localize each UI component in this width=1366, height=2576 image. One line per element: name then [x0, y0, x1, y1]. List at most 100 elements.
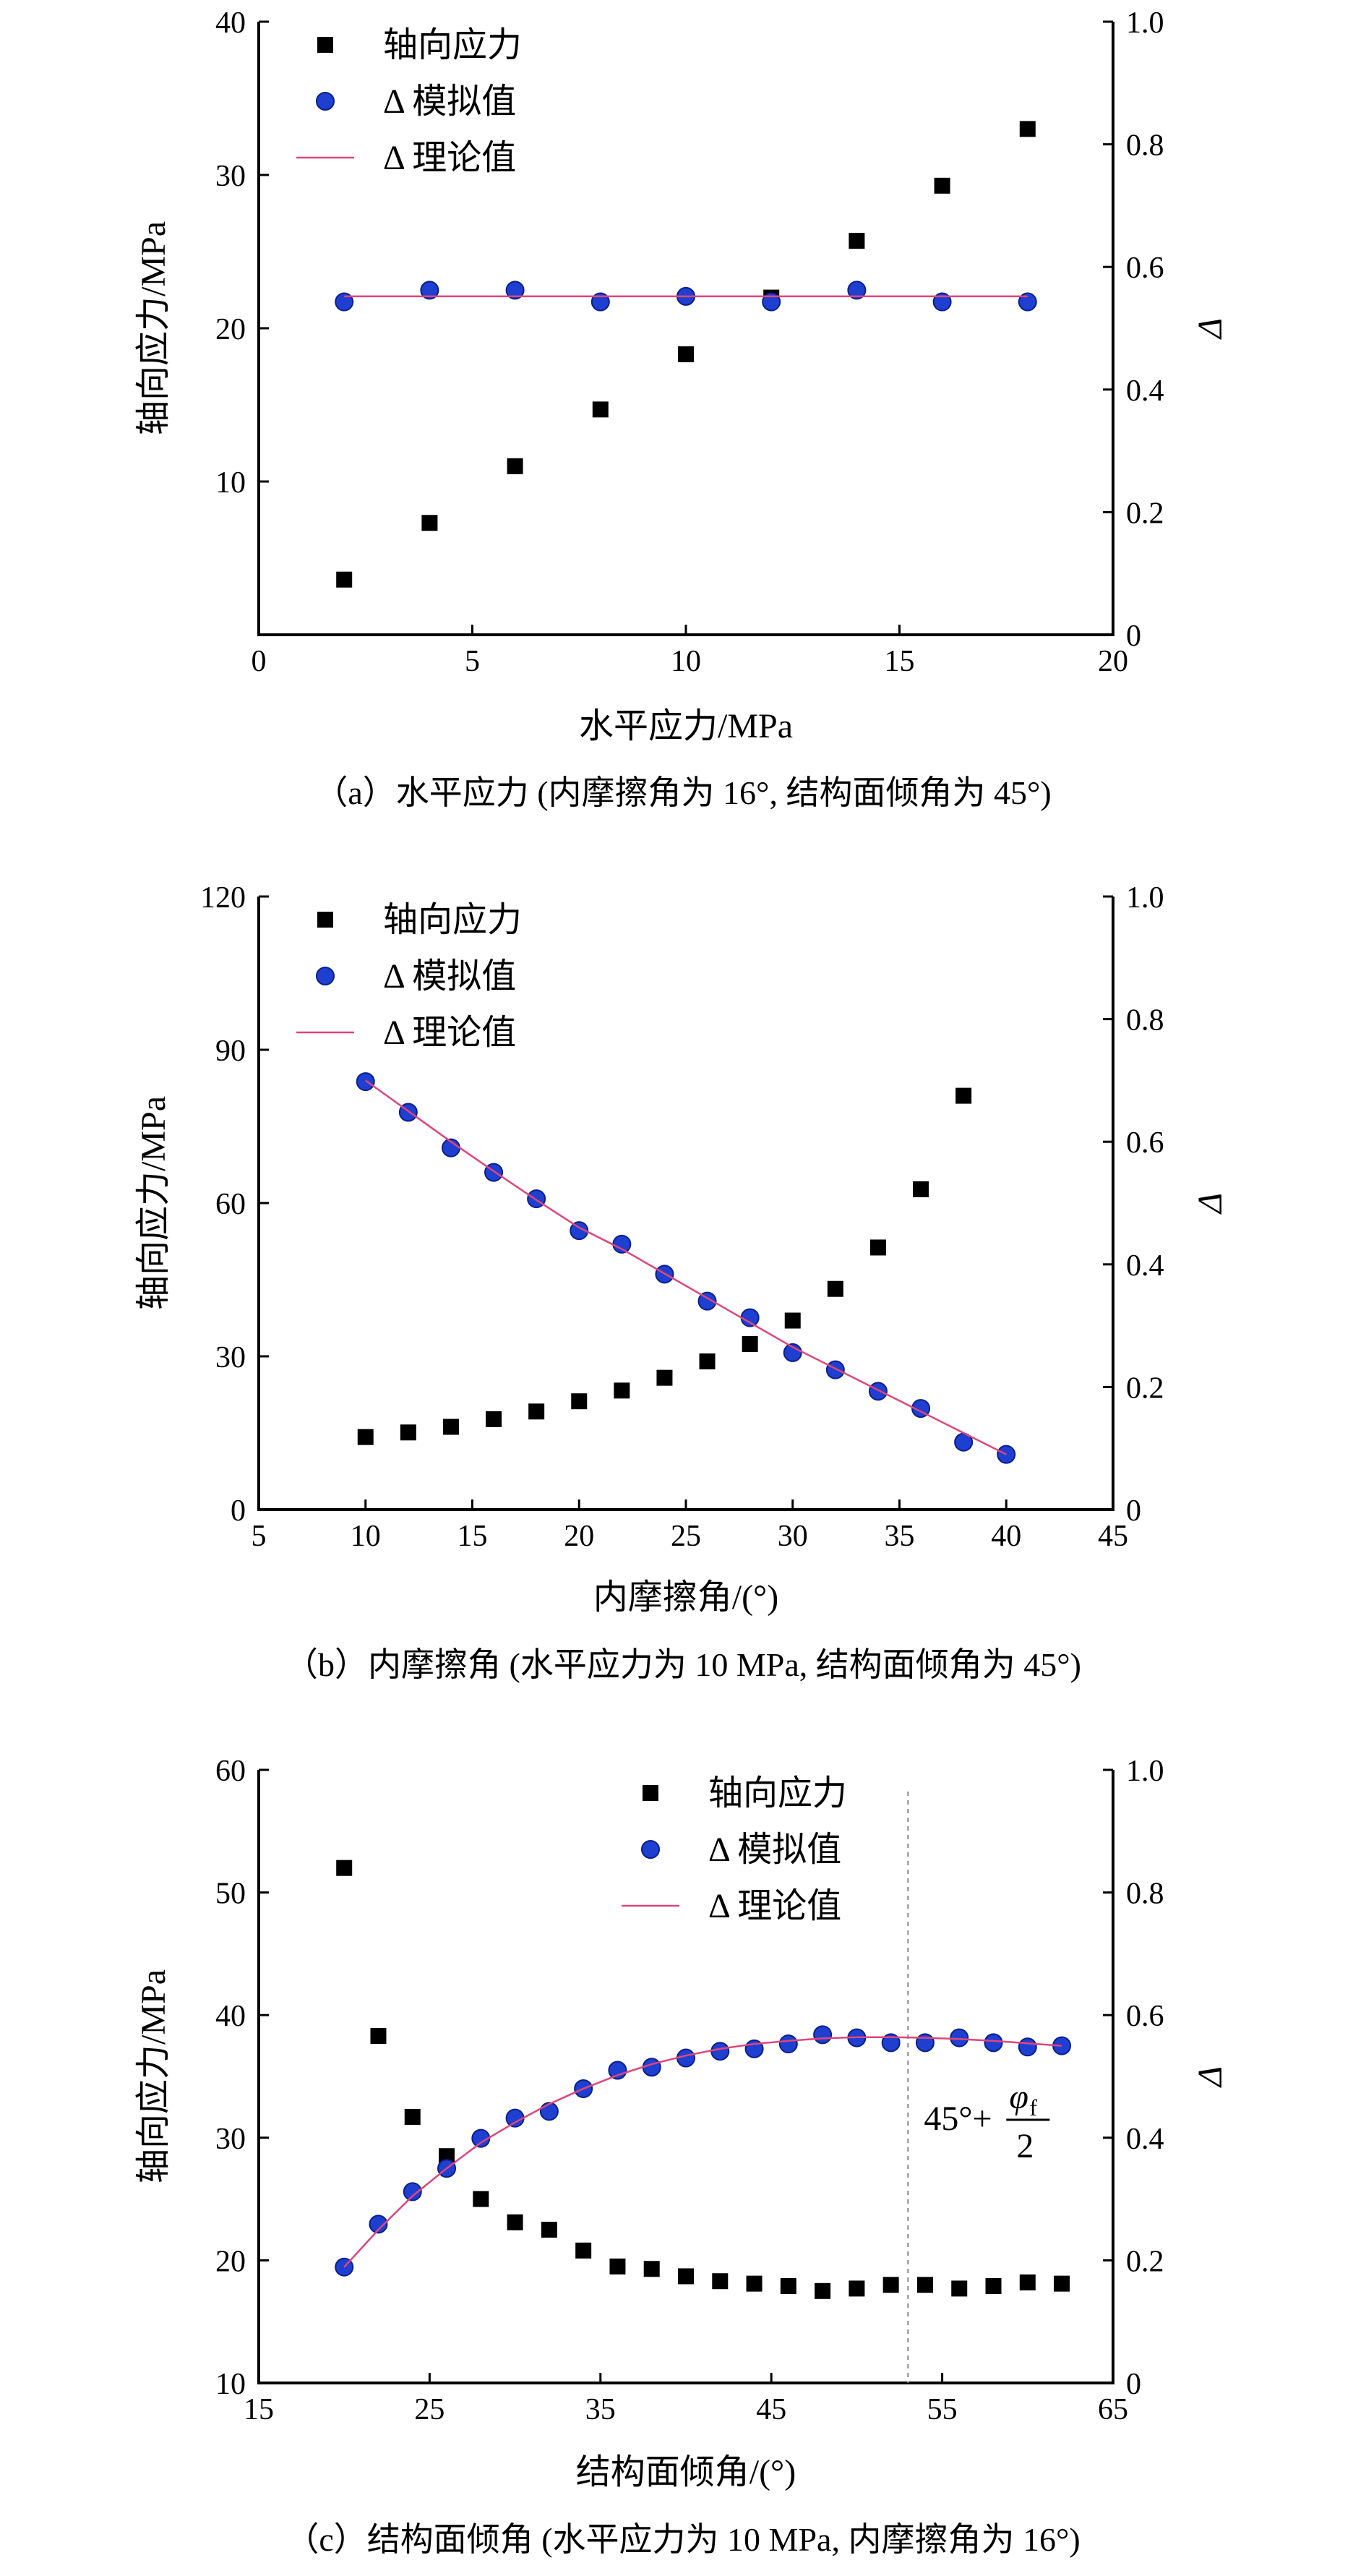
y-left-tick-label: 10: [215, 466, 246, 500]
legend-label: Δ 理论值: [383, 1014, 516, 1052]
data-point-circle: [697, 1291, 717, 1311]
data-point-square: [643, 2261, 660, 2277]
y-right-tick-label: 1.0: [1126, 7, 1164, 40]
legend-swatch-square: [317, 912, 333, 928]
data-point-square: [869, 1239, 886, 1256]
data-point-circle: [762, 292, 781, 312]
x-tick-label: 25: [671, 1520, 701, 1553]
chart-panel-2: 5 10 15 20 25 30 35 40 45030609012000.20.40.60.8…: [134, 881, 1229, 1683]
data-point-square: [742, 1336, 758, 1353]
data-point-square: [746, 2275, 763, 2292]
data-point-square: [678, 2268, 694, 2285]
data-point-circle: [403, 2182, 422, 2201]
y-right-axis-label: Δ: [1191, 2066, 1229, 2088]
data-point-circle: [984, 2033, 1003, 2053]
y-right-tick-label: 0.2: [1126, 497, 1164, 530]
series-line: [365, 1079, 1007, 1455]
legend-swatch-circle: [316, 92, 335, 111]
x-tick-label: 35: [885, 1520, 915, 1553]
y-left-tick-label: 30: [215, 1341, 246, 1374]
chart-panel-3: 15 25 35 45 55 65 10 20 30 40 50 60 0 0.2 0.4 0.6 0.8 1.0…: [134, 1755, 1229, 2558]
y-right-axis-label: Δ: [1191, 1193, 1229, 1215]
x-axis-label: 内摩擦角/(°): [593, 1578, 779, 1617]
data-point-circle: [1018, 2037, 1037, 2057]
data-point-circle: [778, 2034, 798, 2054]
x-tick-label: 15: [885, 645, 915, 678]
data-point-circle: [1018, 292, 1037, 312]
x-tick-label: 5: [252, 1520, 267, 1553]
data-point-square: [541, 2222, 557, 2238]
x-tick-label: 20: [1098, 645, 1128, 678]
chart-panel-1: 0 5 10 15 20 10 20 30 40 0 0.2 0.4 0.6 0.8 1.0 水平应力/MPa…: [134, 7, 1229, 811]
x-tick-label: 15: [458, 1520, 488, 1553]
legend: 轴向应力 Δ 模拟值 Δ 理论值: [296, 26, 522, 177]
data-point-square: [507, 2214, 523, 2230]
data-point-square: [507, 458, 523, 474]
annotation-denominator: 2: [1016, 2127, 1034, 2165]
series-circle: [356, 1072, 1016, 1464]
y-left-tick-label: 20: [215, 313, 246, 346]
figure-caption: （a）水平应力 (内摩擦角为 16°, 结构面倾角为 45°): [314, 774, 1051, 811]
annotation-subscript: f: [1029, 2094, 1037, 2121]
y-left-axis-label: 轴向应力/MPa: [134, 1096, 173, 1310]
legend-label: 轴向应力: [383, 26, 522, 64]
data-point-circle: [356, 1072, 375, 1092]
data-point-square: [336, 1860, 353, 1876]
theory-line: [343, 2036, 1062, 2268]
x-tick-label: 45: [1098, 1520, 1128, 1553]
data-point-square: [404, 2108, 421, 2125]
y-left-axis-label: 轴向应力/MPa: [134, 1969, 173, 2183]
series-square: [336, 121, 1036, 588]
legend: 轴向应力 Δ 模拟值 Δ 理论值: [622, 1774, 847, 1925]
data-point-circle: [740, 1308, 760, 1327]
theory-line: [365, 1079, 1007, 1455]
data-point-circle: [868, 1382, 888, 1401]
data-point-square: [827, 1280, 843, 1297]
x-tick-label: 5: [465, 645, 480, 678]
data-point-circle: [881, 2033, 901, 2053]
x-tick-label: 10: [671, 645, 701, 678]
data-point-square: [609, 2258, 626, 2275]
legend-label: Δ 理论值: [383, 139, 516, 177]
y-right-tick-label: 0.4: [1126, 375, 1164, 408]
legend-label: Δ 理论值: [708, 1887, 841, 1925]
x-tick-label: 65: [1098, 2393, 1128, 2426]
legend: 轴向应力 Δ 模拟值 Δ 理论值: [296, 901, 522, 1052]
data-point-square: [1019, 2274, 1036, 2290]
data-point-circle: [642, 2058, 661, 2077]
data-point-square: [400, 1424, 416, 1441]
data-point-circle: [847, 281, 867, 300]
data-point-square: [614, 1382, 630, 1399]
figure-caption: （c）结构面倾角 (水平应力为 10 MPa, 内摩擦角为 16°): [285, 2521, 1080, 2558]
data-point-circle: [950, 2028, 969, 2047]
y-right-tick-label: 0: [1126, 1494, 1141, 1528]
data-point-circle: [710, 2042, 730, 2061]
y-left-tick-label: 10: [215, 2368, 246, 2401]
data-point-square: [699, 1353, 716, 1370]
x-tick-label: 55: [927, 2393, 958, 2426]
x-tick-label: 35: [585, 2393, 616, 2426]
data-point-circle: [420, 281, 439, 300]
data-point-circle: [825, 1360, 845, 1379]
data-point-circle: [915, 2033, 935, 2053]
data-point-square: [575, 2242, 592, 2259]
data-point-square: [784, 1312, 801, 1329]
y-left-axis-label: 轴向应力/MPa: [134, 221, 173, 435]
legend-swatch-circle: [641, 1840, 660, 1859]
data-point-square: [678, 346, 694, 363]
data-point-circle: [608, 2061, 627, 2080]
figure-caption: （b）内摩擦角 (水平应力为 10 MPa, 结构面倾角为 45°): [285, 1646, 1081, 1683]
data-point-square: [592, 401, 609, 418]
data-point-square: [916, 2277, 933, 2293]
y-right-tick-label: 1.0: [1126, 1755, 1164, 1788]
x-tick-label: 20: [564, 1520, 594, 1553]
data-point-square: [815, 2282, 831, 2299]
series-square: [357, 1087, 972, 1445]
x-tick-label: 45: [756, 2393, 786, 2426]
data-point-square: [571, 1393, 588, 1410]
data-point-square: [934, 177, 950, 194]
y-right-tick-label: 0.2: [1126, 1372, 1164, 1405]
series-line: [343, 2036, 1062, 2268]
x-tick-label: 0: [252, 645, 267, 678]
legend-label: Δ 模拟值: [383, 957, 516, 996]
